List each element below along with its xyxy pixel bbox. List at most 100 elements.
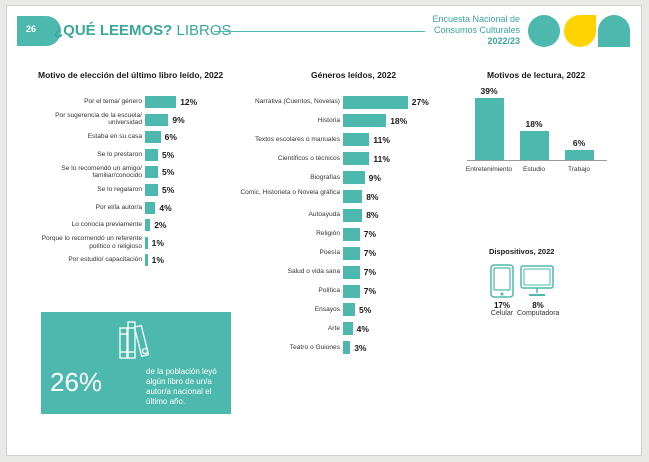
motive-category-label: Estudio: [523, 166, 545, 173]
reason-value-label: 12%: [180, 97, 198, 107]
reason-label: Por sugerencia de la escuela/ universida…: [55, 112, 142, 127]
reason-bar: [145, 113, 169, 126]
genre-label: Teatro o Guiones: [289, 343, 340, 351]
reason-label: Estaba en su casa: [87, 133, 142, 141]
reason-bar: [145, 96, 177, 108]
header-divider: [214, 31, 425, 32]
genre-label: Arte: [327, 324, 340, 332]
highlight-value: 26%: [50, 367, 103, 397]
reason-bar: [145, 254, 148, 267]
monitor-icon: [520, 265, 554, 296]
device-computer-label: Computadora: [517, 310, 560, 317]
motive-category-label: Trabajo: [567, 166, 591, 173]
page-title: ¿QUÉ LEEMOS? LIBROS: [54, 22, 232, 39]
genre-label: Textos escolares o manuales: [254, 135, 340, 143]
motive-value-label: 39%: [480, 85, 498, 96]
genre-bar: [343, 341, 351, 355]
motive-bar: [474, 97, 504, 160]
device-phone: 17% Celular: [482, 301, 522, 317]
reason-value-label: 6%: [164, 132, 177, 143]
reason-label: Por estudio/ capacitación: [68, 256, 142, 264]
genre-value-label: 7%: [363, 229, 377, 240]
page-title-bold: ¿QUÉ LEEMOS?: [54, 22, 173, 39]
reason-label: Por el/la autor/a: [95, 203, 142, 211]
reason-label: Se lo recomendó un amigo/ familiar/conoc…: [61, 164, 142, 180]
motive-bar: [564, 150, 594, 160]
motives-chart-title: Motivos de lectura, 2022: [487, 70, 586, 80]
genre-label: Científicos o técnicos: [277, 154, 340, 162]
genre-label: Narrativa (Cuentos, Novelas): [254, 98, 340, 105]
devices-title: Dispositivos, 2022: [489, 247, 555, 256]
logo-yellow-shape: [564, 15, 596, 47]
genre-value-label: 11%: [373, 153, 390, 164]
reason-label: Se lo prestaron: [97, 150, 142, 158]
genre-value-label: 8%: [366, 210, 379, 221]
genre-bar: [343, 95, 408, 109]
genre-value-label: 9%: [368, 172, 381, 183]
genre-value-label: 27%: [411, 97, 429, 107]
reason-bar: [145, 201, 156, 214]
genre-value-label: 7%: [363, 267, 377, 278]
motive-value-label: 18%: [525, 119, 543, 130]
reason-value-label: 1%: [151, 237, 164, 248]
motive-bar: [519, 131, 549, 160]
reasons-chart-title: Motivo de elección del último libro leíd…: [38, 70, 224, 80]
highlight-text: de la población leyó algún libro de un/a…: [146, 367, 217, 406]
reason-label: Por el tema/ género: [84, 98, 142, 105]
motive-category-label: Entretenimiento: [465, 166, 513, 173]
logo-teal-circle: [528, 15, 560, 47]
reason-value-label: 9%: [172, 114, 185, 125]
reason-value-label: 1%: [151, 255, 164, 266]
page-title-rest: LIBROS: [176, 22, 232, 39]
phone-icon: [490, 264, 514, 298]
device-phone-label: Celular: [490, 310, 514, 317]
genre-bar: [343, 208, 363, 222]
genre-value-label: 5%: [359, 304, 372, 315]
reason-bar: [145, 148, 158, 161]
genre-value-label: 7%: [363, 248, 377, 259]
reason-bar: [145, 166, 158, 179]
genre-bar: [343, 133, 370, 147]
genre-bar: [343, 114, 387, 128]
survey-year: 2022/23: [487, 36, 520, 46]
genre-label: Autoayuda: [308, 211, 340, 219]
genre-label: Comic, Historieta o Novela gráfica: [240, 189, 340, 196]
reason-value-label: 5%: [162, 167, 175, 178]
genres-chart-title: Géneros leídos, 2022: [311, 70, 397, 80]
genre-bar: [343, 227, 360, 241]
genre-value-label: 4%: [356, 323, 369, 334]
reason-label: Lo conocía previamente: [71, 221, 142, 229]
genre-bar: [343, 171, 365, 185]
reason-bar: [145, 184, 158, 196]
genre-label: Poesía: [319, 249, 340, 257]
genre-label: Religión: [316, 230, 340, 238]
brand-logo-shapes: [528, 15, 630, 47]
reason-value-label: 5%: [162, 185, 175, 195]
reason-value-label: 5%: [162, 149, 175, 160]
reason-bar: [145, 236, 148, 249]
page-number-tab: [17, 16, 61, 46]
genre-bar: [343, 303, 355, 317]
survey-line-1: Encuesta Nacional de: [432, 14, 520, 24]
device-computer: 8% Computadora: [517, 301, 559, 317]
books-icon: [119, 321, 150, 359]
highlight-box: [41, 312, 231, 414]
genre-label: Salud o vida sana: [287, 268, 340, 276]
survey-name: Encuesta Nacional de Consumos Culturales…: [420, 14, 520, 47]
reason-label: Se lo regalaron: [97, 186, 142, 193]
genre-label: Historia: [317, 116, 340, 124]
logo-teal-arch: [598, 15, 630, 47]
reason-label: Porque lo recomendó un referente polític…: [41, 235, 142, 250]
genre-label: Biografías: [310, 173, 340, 181]
genre-value-label: 8%: [366, 191, 379, 202]
genre-bar: [343, 322, 353, 336]
genre-bar: [343, 265, 360, 279]
genre-bar: [343, 246, 360, 260]
genre-label: Ensayos: [314, 305, 340, 313]
survey-line-2: Consumos Culturales: [433, 25, 520, 35]
reason-value-label: 4%: [159, 202, 172, 213]
device-phone-value: 17%: [493, 301, 510, 310]
genre-value-label: 7%: [363, 286, 377, 296]
motive-value-label: 6%: [572, 138, 586, 149]
genre-bar: [343, 190, 363, 203]
